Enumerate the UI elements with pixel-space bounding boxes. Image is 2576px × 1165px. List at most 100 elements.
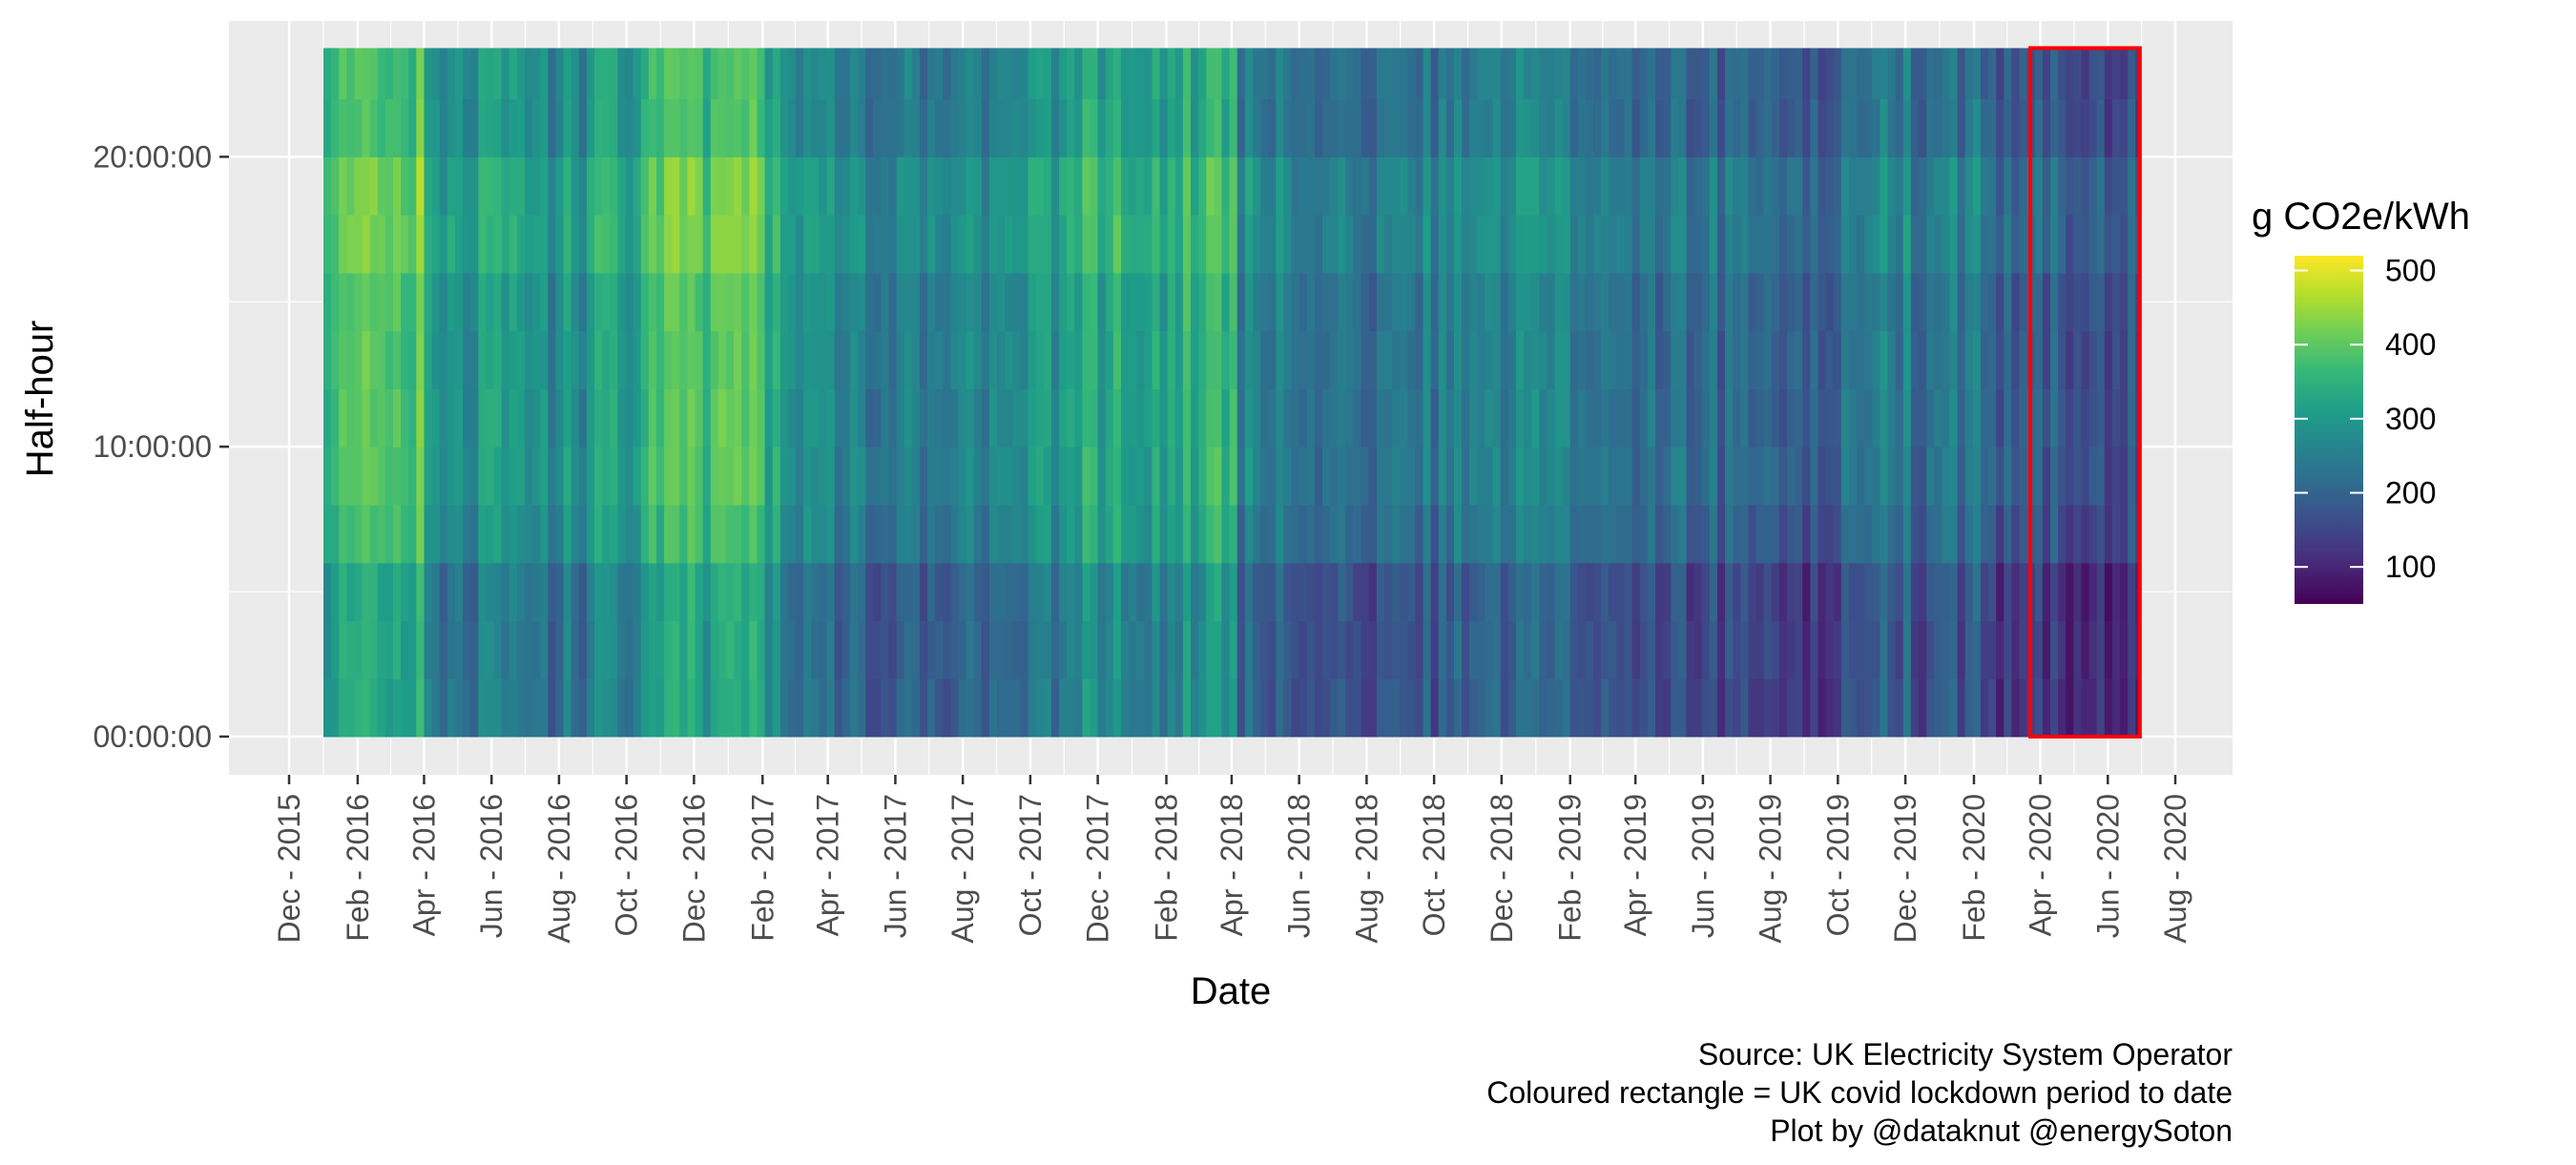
heatmap-tile [571, 447, 580, 506]
heatmap-tile [1569, 447, 1579, 506]
heatmap-tile [463, 620, 471, 679]
heatmap-tile [1639, 215, 1649, 274]
heatmap-tile [1848, 330, 1858, 390]
heatmap-tile [640, 504, 650, 564]
heatmap-tile [2088, 620, 2098, 679]
heatmap-tile [1244, 98, 1254, 157]
heatmap-tile [1663, 98, 1672, 157]
heatmap-tile [2019, 272, 2028, 332]
heatmap-tile [1771, 98, 1780, 157]
heatmap-tile [1291, 48, 1300, 100]
heatmap-tile [1221, 98, 1231, 157]
heatmap-tile [1005, 562, 1013, 622]
heatmap-tile [764, 272, 774, 332]
heatmap-tile [1693, 156, 1703, 216]
heatmap-tile [1198, 678, 1207, 738]
heatmap-tile [2096, 504, 2106, 564]
heatmap-tile [1330, 562, 1339, 622]
heatmap-tile [958, 48, 967, 100]
heatmap-tile [672, 562, 680, 622]
heatmap-tile [1949, 562, 1959, 622]
heatmap-tile [2128, 156, 2136, 216]
heatmap-tile [1678, 447, 1688, 506]
heatmap-tile [1260, 215, 1269, 274]
heatmap-tile [633, 504, 642, 564]
heatmap-tile [896, 48, 905, 100]
heatmap-tile [873, 678, 882, 738]
heatmap-tile [904, 562, 913, 622]
heatmap-tile [1330, 272, 1339, 332]
heatmap-tile [1221, 156, 1231, 216]
heatmap-tile [1043, 678, 1052, 738]
heatmap-tile [1167, 562, 1176, 622]
heatmap-tile [1074, 156, 1083, 216]
heatmap-tile [1423, 504, 1432, 564]
heatmap-tile [687, 330, 696, 390]
heatmap-tile [439, 215, 448, 274]
heatmap-tile [331, 48, 340, 100]
heatmap-tile [904, 447, 913, 506]
heatmap-tile [1445, 98, 1455, 157]
heatmap-tile [1244, 504, 1254, 564]
heatmap-tile [1988, 388, 1997, 447]
heatmap-tile [1864, 562, 1873, 622]
heatmap-tile [1795, 215, 1803, 274]
heatmap-tile [1833, 620, 1842, 679]
heatmap-tile [1500, 48, 1509, 100]
heatmap-tile [1725, 388, 1734, 447]
heatmap-tile [1996, 388, 2005, 447]
heatmap-tile [1298, 678, 1308, 738]
heatmap-tile [655, 620, 665, 679]
heatmap-tile [1725, 620, 1734, 679]
heatmap-tile [1059, 48, 1068, 100]
heatmap-tile [2120, 562, 2129, 622]
heatmap-tile [1701, 388, 1711, 447]
legend-colorbar [2295, 256, 2363, 604]
heatmap-tile [1918, 504, 1927, 564]
heatmap-tile [1469, 620, 1478, 679]
heatmap-tile [1709, 620, 1718, 679]
heatmap-tile [625, 620, 634, 679]
heatmap-tile [919, 48, 928, 100]
heatmap-tile [509, 272, 518, 332]
heatmap-tile [1244, 48, 1254, 100]
heatmap-tile [1957, 562, 1966, 622]
heatmap-tile [1833, 504, 1842, 564]
heatmap-tile [1733, 272, 1741, 332]
heatmap-tile [1485, 447, 1494, 506]
heatmap-tile [2011, 272, 2021, 332]
heatmap-tile [1795, 388, 1803, 447]
heatmap-tile [2019, 215, 2028, 274]
heatmap-tile [950, 562, 960, 622]
heatmap-tile [2104, 330, 2113, 390]
heatmap-tile [1074, 48, 1083, 100]
heatmap-tile [726, 620, 735, 679]
heatmap-tile [463, 156, 471, 216]
heatmap-tile [1067, 215, 1075, 274]
heatmap-tile [431, 447, 441, 506]
heatmap-tile [1330, 388, 1339, 447]
heatmap-tile [1872, 215, 1881, 274]
heatmap-tile [1515, 562, 1525, 622]
heatmap-tile [416, 156, 426, 216]
heatmap-tile [1361, 330, 1370, 390]
heatmap-tile [1507, 48, 1517, 100]
heatmap-tile [749, 562, 758, 622]
heatmap-tile [1671, 620, 1679, 679]
heatmap-tile [454, 388, 464, 447]
heatmap-tile [966, 678, 975, 738]
heatmap-tile [1445, 48, 1455, 100]
heatmap-tile [470, 562, 479, 622]
heatmap-tile [1462, 156, 1470, 216]
heatmap-tile [346, 388, 356, 447]
heatmap-tile [757, 48, 766, 100]
heatmap-tile [1910, 678, 1920, 738]
x-tick-label: Dec - 2016 [676, 794, 711, 944]
heatmap-tile [857, 98, 866, 157]
heatmap-tile [1392, 504, 1401, 564]
heatmap-tile [1972, 272, 1982, 332]
heatmap-tile [2096, 330, 2106, 390]
heatmap-tile [2128, 678, 2136, 738]
